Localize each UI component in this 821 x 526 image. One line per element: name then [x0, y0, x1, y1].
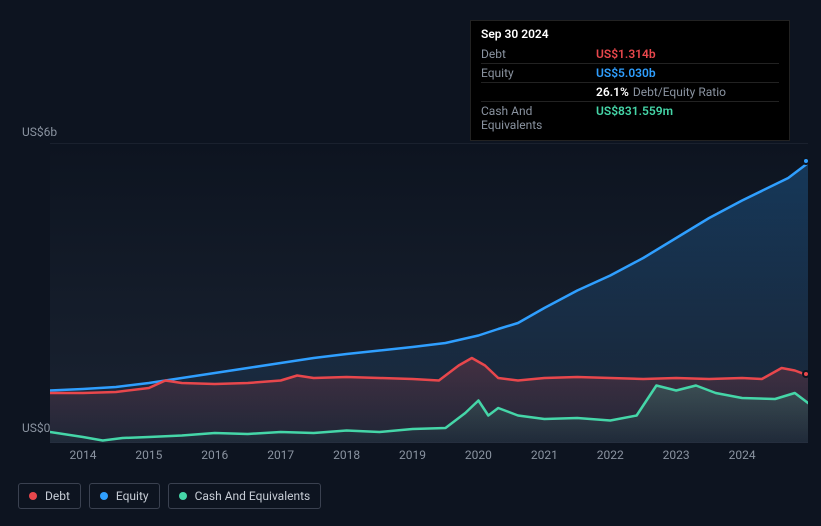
series-end-dot	[802, 370, 810, 378]
legend-dot-icon	[179, 492, 187, 500]
tooltip-row: DebtUS$1.314b	[481, 45, 779, 63]
legend-item[interactable]: Cash And Equivalents	[168, 483, 322, 509]
tooltip-row-label: Debt	[481, 47, 596, 61]
legend-item[interactable]: Debt	[18, 483, 81, 509]
tooltip-row-sub: Debt/Equity Ratio	[633, 85, 726, 99]
xaxis-tick: 2023	[663, 448, 690, 462]
xaxis-tick: 2015	[135, 448, 162, 462]
xaxis-tick: 2024	[729, 448, 756, 462]
xaxis-tick: 2017	[267, 448, 294, 462]
xaxis-tick: 2014	[69, 448, 96, 462]
tooltip-row-value: US$1.314b	[596, 47, 656, 61]
chart-tooltip: Sep 30 2024 DebtUS$1.314bEquityUS$5.030b…	[470, 20, 790, 141]
tooltip-row: EquityUS$5.030b	[481, 63, 779, 82]
yaxis-bottom-label: US$0	[22, 421, 50, 435]
xaxis-tick: 2022	[597, 448, 624, 462]
xaxis-tick: 2021	[531, 448, 558, 462]
xaxis: 2014 2015 2016 2017 2018 2019 2020 2021 2022 2023…	[50, 448, 808, 466]
tooltip-row-label	[481, 85, 596, 99]
legend: Debt Equity Cash And Equivalents	[18, 483, 321, 509]
xaxis-tick: 2018	[333, 448, 360, 462]
tooltip-row-value: US$831.559m	[596, 104, 673, 132]
tooltip-row-value: US$5.030b	[596, 66, 656, 80]
tooltip-row-label: Cash And Equivalents	[481, 104, 596, 132]
xaxis-tick: 2019	[399, 448, 426, 462]
xaxis-tick: 2016	[201, 448, 228, 462]
chart-plot-area[interactable]	[50, 143, 808, 443]
tooltip-row-value: 26.1%Debt/Equity Ratio	[596, 85, 726, 99]
legend-item-label: Equity	[116, 489, 149, 503]
series-end-dot	[802, 157, 810, 165]
tooltip-row: Cash And EquivalentsUS$831.559m	[481, 101, 779, 134]
legend-item-label: Cash And Equivalents	[195, 489, 311, 503]
yaxis-top-label: US$6b	[22, 125, 57, 139]
legend-item[interactable]: Equity	[89, 483, 160, 509]
xaxis-tick: 2020	[465, 448, 492, 462]
tooltip-date: Sep 30 2024	[481, 27, 779, 41]
tooltip-row: 26.1%Debt/Equity Ratio	[481, 82, 779, 101]
tooltip-row-label: Equity	[481, 66, 596, 80]
legend-dot-icon	[29, 492, 37, 500]
legend-item-label: Debt	[45, 489, 70, 503]
legend-dot-icon	[100, 492, 108, 500]
